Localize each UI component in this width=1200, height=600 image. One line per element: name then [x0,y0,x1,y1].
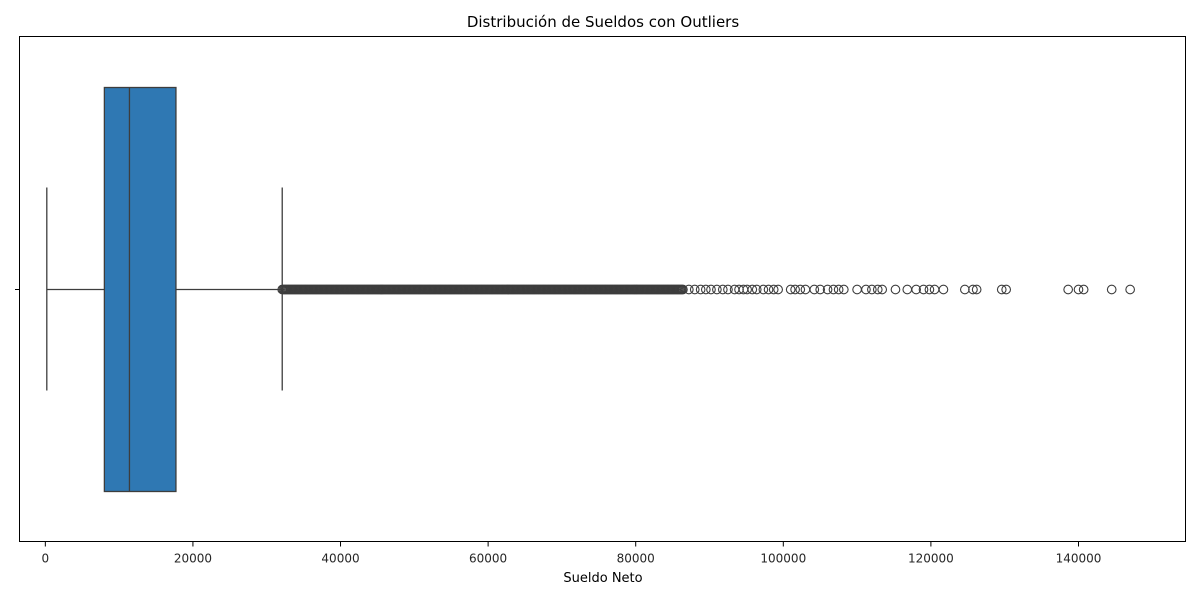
outlier-point [911,284,921,295]
outlier-point [809,284,820,295]
chart-marks [46,86,1136,493]
outlier-point [971,284,982,295]
outlier-point [1078,284,1089,295]
x-tick-label: 60000 [469,552,507,566]
outlier-point [742,284,752,295]
outlier-point [751,284,762,295]
x-tick-label: 40000 [321,552,359,566]
outlier-point [1106,284,1117,295]
outlier-point [768,284,779,295]
x-tick-label: 100000 [760,552,806,566]
outlier-point [689,284,700,295]
x-tick-label: 80000 [617,552,655,566]
outlier-point [747,284,758,295]
outlier-point [867,284,877,295]
x-tick-label: 140000 [1056,552,1102,566]
outlier-point [996,284,1007,295]
outlier-point [1073,284,1084,295]
outlier-point [815,284,826,295]
x-axis: 0 20000 40000 60000 80000 100000 120000 140000 [42,541,1102,566]
outlier-point [717,284,728,295]
outlier-point [877,284,888,295]
outlier-point [938,284,949,295]
x-tick-label: 20000 [174,552,212,566]
iqr-box [103,86,177,493]
outlier-point [822,284,833,295]
outlier-point [890,284,901,295]
chart-title: Distribución de Sueldos con Outliers [467,13,739,31]
outlier-point [828,284,839,295]
outlier-point [918,284,929,295]
x-tick-label: 0 [42,552,50,566]
outlier-point [872,284,883,295]
outlier-point [929,284,940,295]
outlier-point [758,284,769,295]
outlier-point [723,284,733,295]
outlier-point [1063,284,1074,295]
outlier-point [678,284,688,295]
outlier-point [763,284,774,295]
outlier-point [790,284,800,295]
outlier-point [795,284,806,295]
outlier-point [1001,284,1012,295]
outlier-point [861,284,871,295]
outlier-point [706,284,716,295]
outlier-point [902,284,913,295]
outlier-point [924,284,935,295]
outlier-point [852,284,862,295]
outlier-point [683,284,694,295]
outlier-point [773,284,783,295]
outlier-point [833,284,844,295]
outlier-point [959,284,970,295]
outlier-point [712,284,722,295]
x-tick-label: 120000 [908,552,954,566]
outlier-point [838,284,849,295]
outlier-points [277,284,1136,295]
outlier-point [695,284,706,295]
outlier-point [785,284,796,295]
outlier-point [968,284,978,295]
outlier-point [700,284,711,295]
outlier-point [800,284,811,295]
x-axis-label: Sueldo Neto [563,571,642,586]
outlier-point [1125,284,1136,295]
